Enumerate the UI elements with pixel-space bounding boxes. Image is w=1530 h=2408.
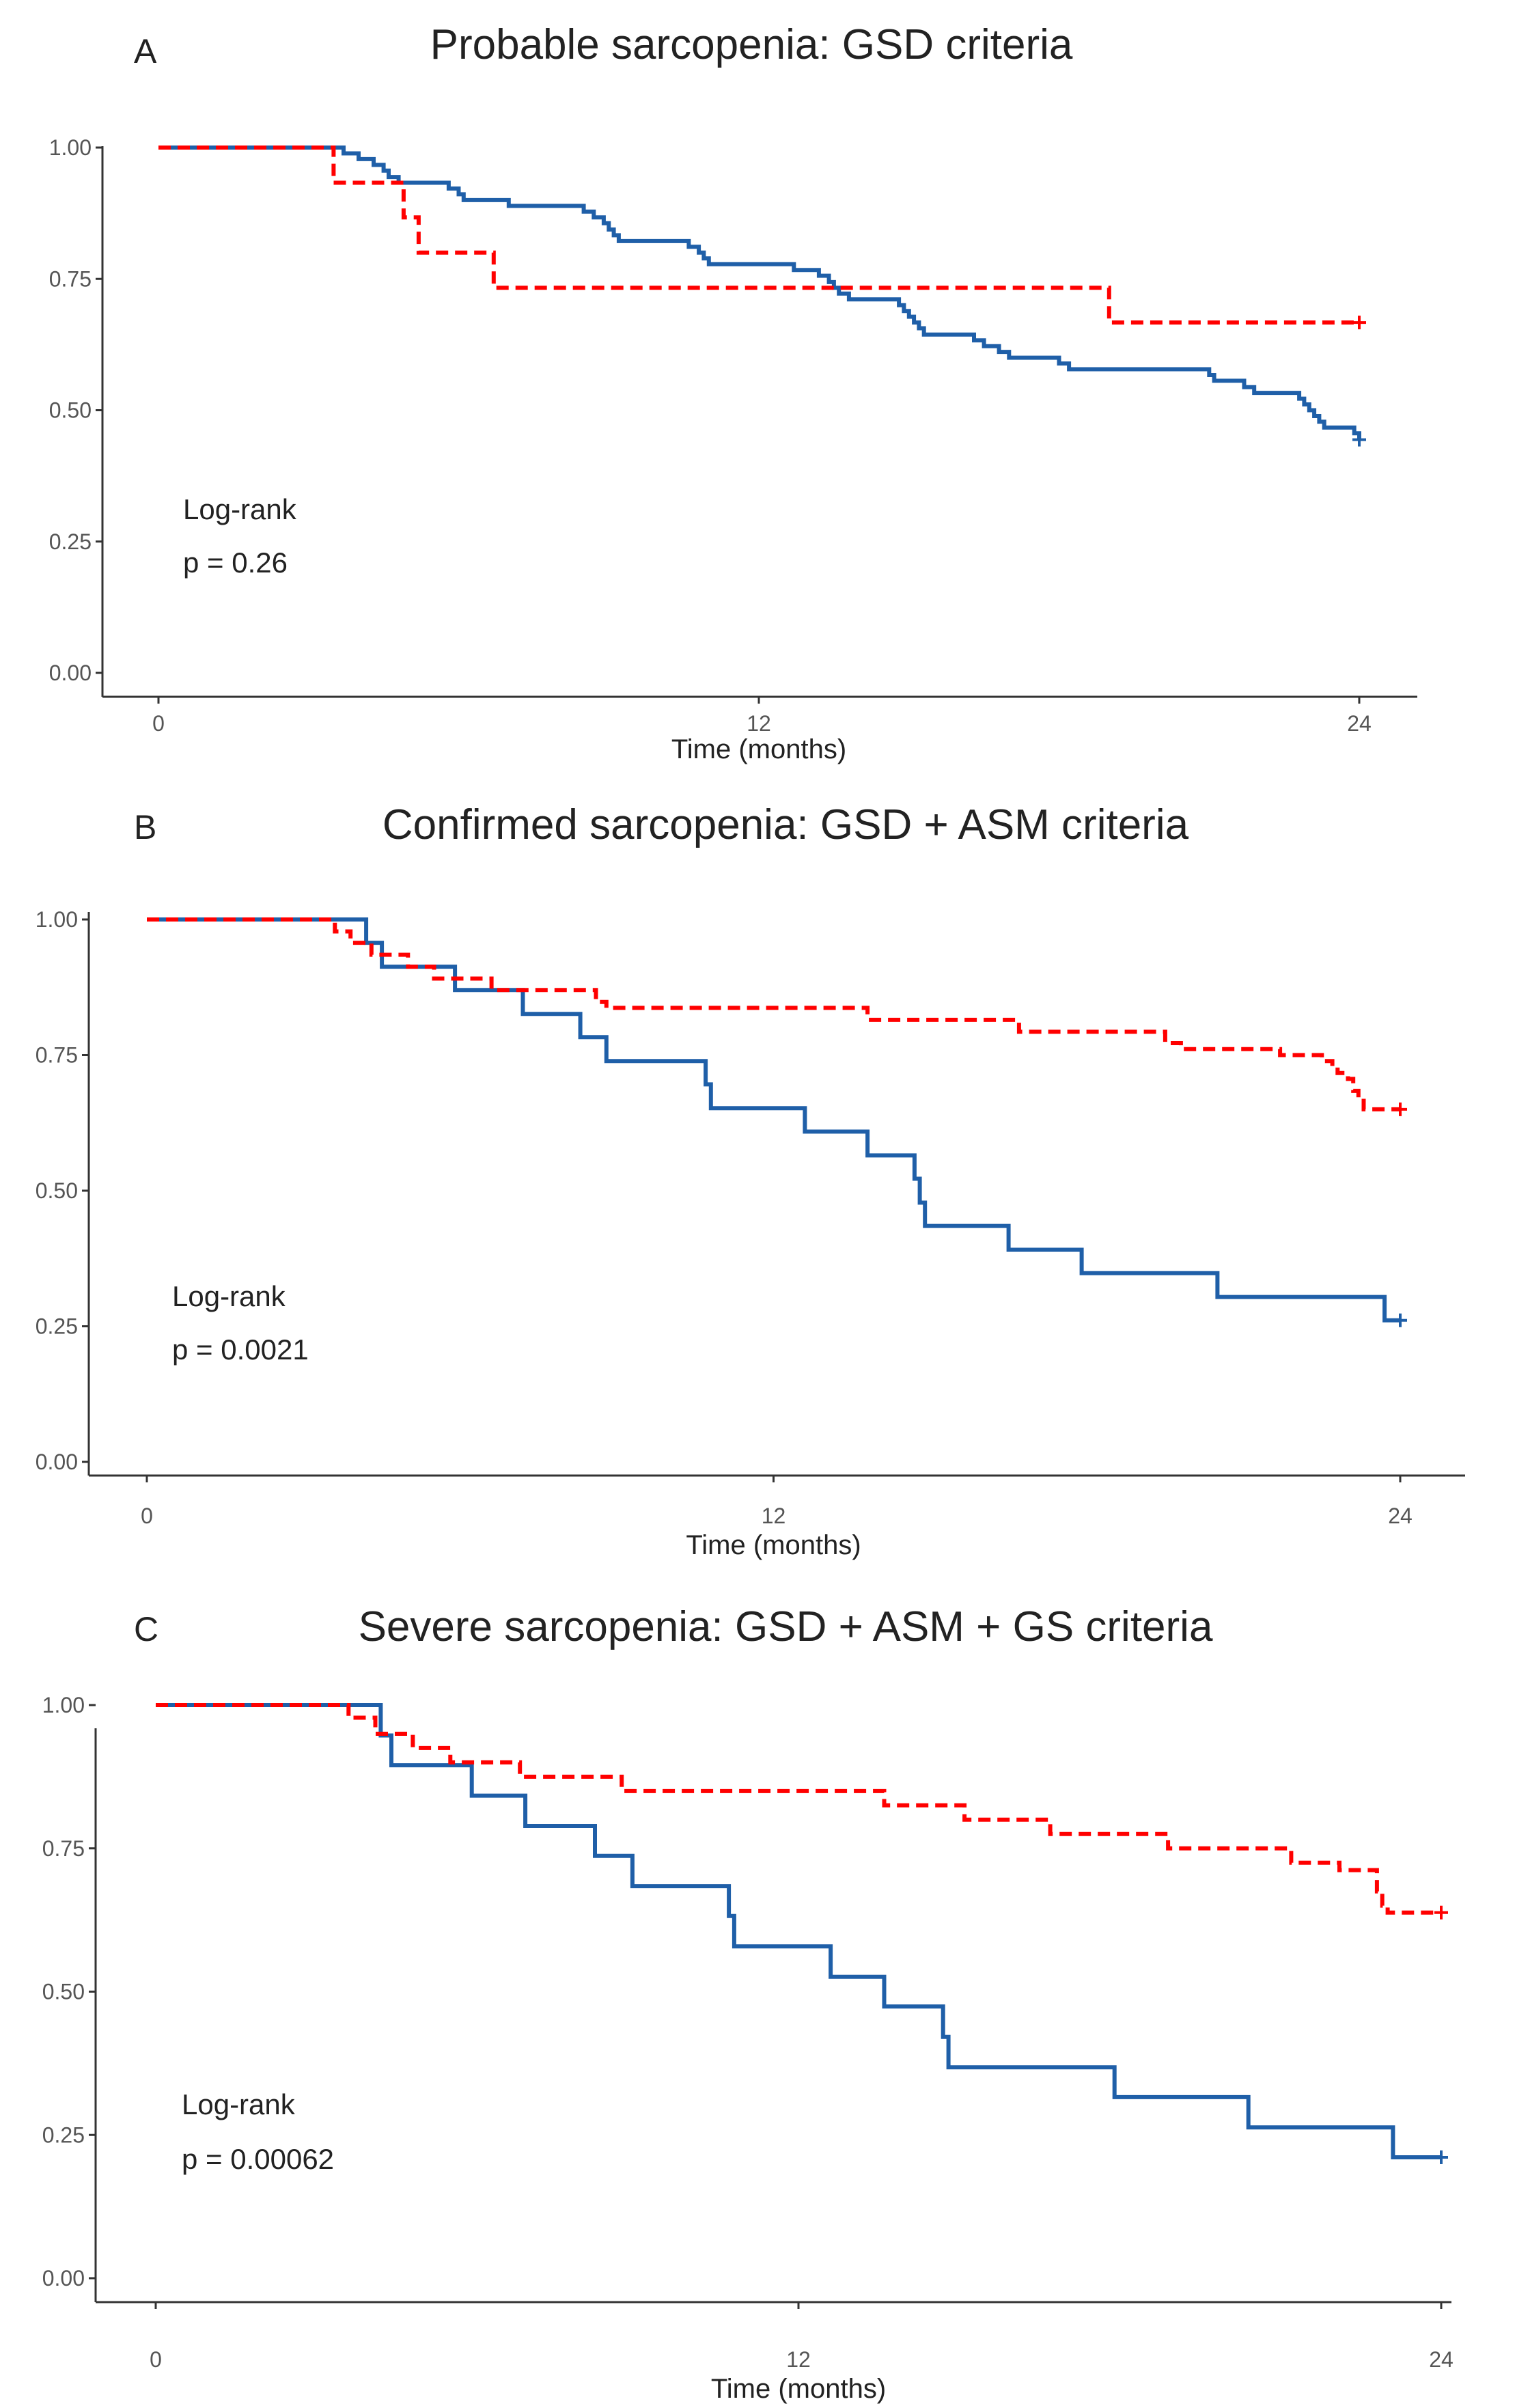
x-axis-label: Time (months) [671,734,846,764]
y-tick-label: 0.75 [36,1043,78,1068]
y-tick-label: 0.50 [36,1178,78,1203]
panel-b: B Confirmed sarcopenia: GSD + ASM criter… [0,792,1530,1592]
chart-c: C Severe sarcopenia: GSD + ASM + GS crit… [42,1603,1454,2404]
chart-a: A Probable sarcopenia: GSD criteria 0.00… [49,21,1417,764]
x-tick-label: 12 [786,2347,811,2372]
y-tick-label: 0.00 [49,661,92,685]
y-tick-label: 0.25 [49,529,92,554]
x-tick-label: 0 [152,711,165,736]
p-value-label: p = 0.26 [183,546,288,579]
survival-curve-blue-solid [156,1703,1441,2159]
x-tick-label: 12 [747,711,771,736]
survival-curve-blue-solid [147,917,1400,1323]
x-tick-label: 12 [762,1504,786,1528]
survival-curve-blue-solid [158,146,1361,440]
plot-a: 0.00 0.25 0.50 0.75 1.00 0 12 24 Time (months) Lo… [49,135,1417,764]
y-tick-label: 0.75 [49,266,92,291]
x-axis-label: Time (months) [686,1530,861,1560]
panel-letter-a: A [134,32,157,70]
log-rank-label: Log-rank [172,1280,286,1312]
chart-b: B Confirmed sarcopenia: GSD + ASM criter… [36,801,1465,1560]
survival-curve-red-dashed [156,1703,1441,1915]
y-tick-label: 0.50 [42,1980,85,2004]
survival-curve-red-dashed [147,917,1400,1111]
y-tick-label: 0.50 [49,398,92,423]
plot-b: 0.00 0.25 0.50 0.75 1.00 0 12 24 Time (months) Lo… [36,907,1465,1560]
x-tick-label: 24 [1429,2347,1454,2372]
x-tick-label: 0 [150,2347,162,2372]
y-tick-label: 0.25 [36,1314,78,1339]
plot-c: 0.00 0.25 0.50 0.75 1.00 0 12 24 Time (months) Lo… [42,1693,1454,2404]
x-tick-label: 24 [1388,1504,1413,1528]
y-tick-label: 1.00 [36,907,78,932]
panel-letter-b: B [134,808,156,846]
log-rank-label: Log-rank [182,2088,296,2120]
y-tick-label: 1.00 [42,1693,85,1717]
panel-letter-c: C [134,1610,158,1648]
y-tick-label: 0.00 [42,2266,85,2291]
survival-curve-red-dashed [158,146,1359,325]
y-tick-label: 1.00 [49,135,92,160]
y-tick-label: 0.25 [42,2122,85,2147]
chart-title-c: Severe sarcopenia: GSD + ASM + GS criter… [359,1603,1213,1650]
x-axis-label: Time (months) [711,2374,886,2404]
p-value-label: p = 0.00062 [182,2143,334,2175]
p-value-label: p = 0.0021 [172,1333,309,1366]
x-tick-label: 24 [1347,711,1372,736]
panel-a: A Probable sarcopenia: GSD criteria 0.00… [0,0,1530,792]
chart-title-b: Confirmed sarcopenia: GSD + ASM criteria [382,801,1189,848]
chart-title-a: Probable sarcopenia: GSD criteria [430,21,1073,68]
x-tick-label: 0 [141,1504,153,1528]
y-tick-label: 0.00 [36,1450,78,1474]
panel-c: C Severe sarcopenia: GSD + ASM + GS crit… [0,1592,1530,2408]
y-tick-label: 0.75 [42,1836,85,1861]
log-rank-label: Log-rank [183,493,297,525]
